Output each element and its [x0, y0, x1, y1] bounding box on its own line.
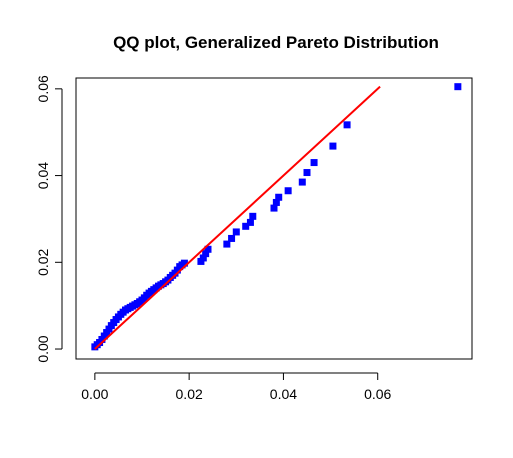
data-point: [228, 234, 236, 242]
data-point: [272, 198, 280, 206]
data-point: [270, 204, 278, 212]
x-axis-ticks: 0.00 0.02 0.04 0.06: [81, 373, 392, 402]
data-point: [249, 212, 257, 220]
x-tick-label: 0.02: [176, 386, 203, 402]
data-point: [343, 121, 351, 129]
data-point: [275, 193, 283, 201]
data-point: [454, 83, 462, 91]
reference-line: [94, 85, 381, 350]
x-tick-label: 0.00: [81, 386, 108, 402]
data-point: [329, 142, 337, 150]
data-point: [284, 187, 292, 195]
data-point: [310, 159, 318, 167]
chart-title: QQ plot, Generalized Pareto Distribution: [113, 33, 439, 52]
x-tick-label: 0.04: [270, 386, 297, 402]
data-point: [232, 228, 240, 236]
plot-area-frame: [75, 77, 473, 360]
y-axis-ticks: 0.00 0.02 0.04 0.06: [35, 75, 62, 363]
data-point: [202, 250, 210, 258]
data-point: [223, 240, 231, 248]
data-point: [180, 259, 188, 267]
data-point: [246, 218, 254, 226]
data-points: [91, 83, 462, 351]
y-tick-label: 0.04: [35, 162, 51, 189]
data-point: [204, 245, 212, 253]
y-tick-label: 0.00: [35, 335, 51, 362]
x-tick-label: 0.06: [364, 386, 391, 402]
data-point: [298, 178, 306, 186]
y-tick-label: 0.02: [35, 248, 51, 275]
data-point: [199, 254, 207, 262]
data-point: [303, 169, 311, 177]
y-tick-label: 0.06: [35, 75, 51, 102]
data-point: [242, 222, 250, 230]
